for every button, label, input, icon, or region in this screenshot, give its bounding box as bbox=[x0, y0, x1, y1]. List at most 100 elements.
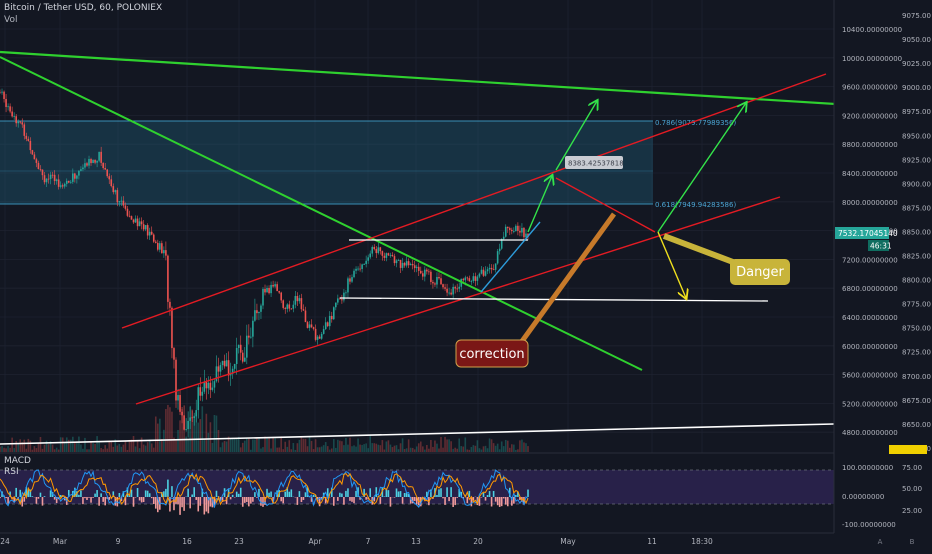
macd-bar bbox=[133, 497, 135, 507]
price-tick-4: 8800.00000000 bbox=[842, 141, 898, 149]
volume-bar bbox=[501, 441, 503, 452]
candle-body bbox=[125, 206, 127, 209]
candle-body bbox=[424, 270, 426, 277]
volume-bar bbox=[108, 441, 110, 452]
volume-bar bbox=[394, 446, 396, 452]
candle-body bbox=[74, 173, 76, 178]
volume-bar bbox=[161, 439, 163, 452]
volume-bar bbox=[104, 445, 106, 452]
volume-bar bbox=[212, 443, 214, 452]
volume-bar bbox=[367, 448, 369, 452]
macd-bar bbox=[284, 492, 286, 497]
volume-bar bbox=[248, 438, 250, 452]
candle-body bbox=[475, 276, 477, 281]
volume-bar bbox=[382, 440, 384, 452]
volume-bar bbox=[100, 448, 102, 452]
volume-bar bbox=[297, 443, 299, 452]
candle-body bbox=[369, 254, 371, 258]
volume-bar bbox=[471, 447, 473, 452]
volume-bar bbox=[278, 447, 280, 452]
macd-bar bbox=[497, 497, 499, 505]
candle-body bbox=[48, 179, 50, 180]
macd-bar bbox=[92, 497, 94, 498]
volume-bar bbox=[416, 446, 418, 452]
candle-body bbox=[363, 264, 365, 265]
candle-body bbox=[479, 274, 481, 277]
volume-bar bbox=[513, 445, 515, 452]
log-scale-button[interactable]: B bbox=[910, 538, 915, 546]
macd-bar bbox=[23, 497, 25, 502]
candle-body bbox=[386, 253, 388, 258]
volume-bar bbox=[396, 445, 398, 452]
candle-body bbox=[110, 179, 112, 186]
candle-body bbox=[416, 267, 418, 268]
volume-bar bbox=[167, 405, 169, 452]
candle-body bbox=[483, 270, 485, 276]
macd-bar bbox=[369, 488, 371, 497]
volume-bar bbox=[440, 437, 442, 452]
volume-bar bbox=[349, 438, 351, 452]
candle-body bbox=[226, 360, 228, 366]
volume-bar bbox=[197, 423, 199, 452]
candle-body bbox=[92, 160, 94, 163]
macd-bar bbox=[151, 497, 153, 498]
macd-bar bbox=[375, 487, 377, 497]
secondary-tick-8: 8875.00 bbox=[902, 204, 931, 212]
candle-body bbox=[228, 360, 230, 375]
auto-scale-button[interactable]: A bbox=[878, 538, 883, 546]
macd-bar bbox=[248, 497, 250, 506]
candle-body bbox=[464, 277, 466, 280]
volume-bar bbox=[66, 437, 68, 452]
volume-bar bbox=[428, 449, 430, 452]
candle-body bbox=[452, 287, 454, 295]
candle-body bbox=[123, 201, 125, 206]
macd-bar bbox=[487, 495, 489, 497]
macd-bar bbox=[216, 491, 218, 497]
volume-bar bbox=[436, 444, 438, 452]
candle-body bbox=[426, 270, 428, 272]
volume-bar bbox=[503, 446, 505, 452]
volume-bar bbox=[266, 438, 268, 452]
volume-bar bbox=[452, 449, 454, 452]
time-tick-0: 24 bbox=[0, 537, 10, 546]
secondary-tick-15: 8700.00 bbox=[902, 373, 931, 381]
candle-body bbox=[471, 281, 473, 282]
candle-body bbox=[13, 116, 15, 117]
volume-bar bbox=[418, 443, 420, 452]
volume-bar bbox=[234, 438, 236, 452]
candle-body bbox=[448, 293, 450, 294]
candle-body bbox=[377, 247, 379, 253]
candle-body bbox=[444, 287, 446, 289]
candle-body bbox=[80, 169, 82, 171]
macd-bar bbox=[80, 490, 82, 497]
macd-bar bbox=[250, 497, 252, 504]
macd-bar bbox=[448, 497, 450, 501]
candle-body bbox=[359, 269, 361, 270]
volume-bar bbox=[398, 449, 400, 452]
macd-bar bbox=[98, 497, 100, 506]
volume-bar bbox=[274, 438, 276, 452]
time-axis[interactable] bbox=[0, 533, 932, 550]
volume-bar bbox=[244, 441, 246, 452]
candle-body bbox=[503, 237, 505, 239]
price-tick-9: 6800.00000000 bbox=[842, 285, 898, 293]
macd-bar bbox=[149, 493, 151, 497]
macd-bar bbox=[199, 497, 201, 506]
volume-bar bbox=[258, 439, 260, 452]
volume-bar bbox=[400, 443, 402, 452]
candle-body bbox=[404, 263, 406, 266]
volume-bar bbox=[141, 437, 143, 452]
macd-bar bbox=[485, 497, 487, 501]
candle-body bbox=[76, 176, 78, 179]
candle-body bbox=[30, 141, 32, 150]
candle-body bbox=[313, 327, 315, 329]
macd-bar bbox=[396, 488, 398, 497]
volume-bar bbox=[82, 449, 84, 452]
candle-body bbox=[17, 122, 19, 123]
candle-body bbox=[42, 170, 44, 176]
volume-bar bbox=[442, 448, 444, 452]
macd-bar bbox=[299, 491, 301, 497]
candle-body bbox=[32, 150, 34, 154]
